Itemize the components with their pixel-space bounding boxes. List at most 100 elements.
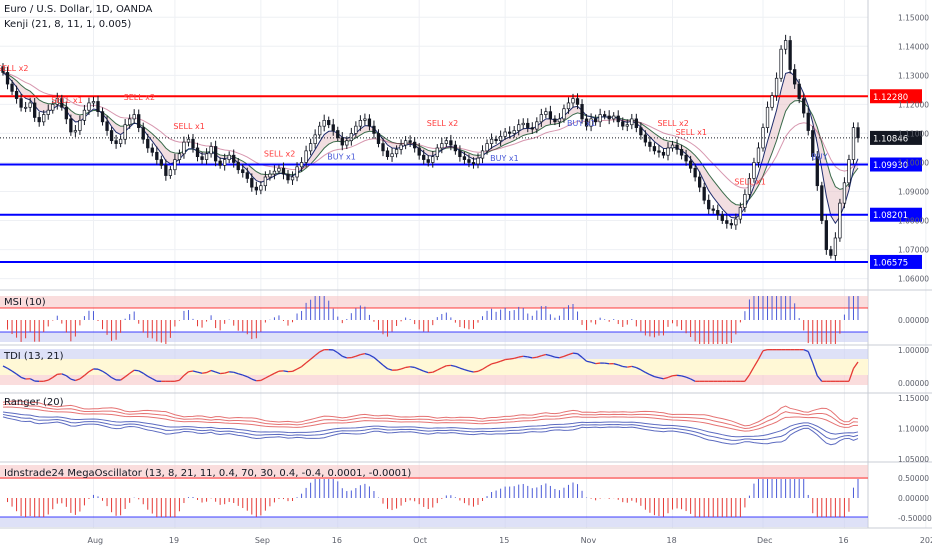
candle bbox=[494, 135, 498, 144]
candle bbox=[738, 202, 743, 224]
oscillator-axis-tick: -0.50000 bbox=[898, 514, 932, 523]
tdi-line-segment bbox=[690, 378, 696, 382]
candle-body bbox=[100, 111, 105, 123]
candle bbox=[661, 148, 666, 159]
tdi-line-segment bbox=[269, 372, 275, 377]
tdi-line-segment bbox=[676, 374, 682, 377]
candle-body bbox=[449, 140, 453, 146]
candle-body bbox=[28, 102, 32, 108]
tdi-line-segment bbox=[206, 369, 212, 374]
candle bbox=[765, 101, 770, 133]
candle bbox=[467, 154, 471, 168]
tdi-line-segment bbox=[518, 355, 524, 358]
base-ma-line bbox=[2, 71, 859, 189]
candle-body bbox=[96, 101, 100, 112]
time-axis-tick: Sep bbox=[255, 536, 270, 545]
tdi-line-segment bbox=[400, 366, 406, 370]
candle-body bbox=[584, 118, 589, 127]
candle-body bbox=[734, 218, 738, 226]
fast-ma-line bbox=[2, 71, 859, 225]
candle-body bbox=[164, 165, 168, 176]
candle-body bbox=[191, 138, 195, 149]
candle-body bbox=[661, 151, 666, 156]
candle bbox=[648, 136, 652, 152]
candle-body bbox=[485, 143, 489, 152]
time-axis-tick: Nov bbox=[581, 536, 597, 545]
tdi-line-segment bbox=[744, 374, 750, 382]
tdi-line-segment bbox=[816, 375, 823, 382]
level-price-tag bbox=[870, 89, 922, 104]
ranger-axis-tick: 1.15000 bbox=[898, 394, 929, 403]
candle bbox=[756, 142, 761, 168]
candle bbox=[272, 165, 277, 180]
candle bbox=[589, 113, 593, 132]
candle bbox=[639, 122, 643, 140]
candle-body bbox=[643, 134, 648, 143]
tdi-line-segment bbox=[342, 355, 348, 359]
tdi-line-segment bbox=[246, 376, 253, 380]
candle-body bbox=[806, 112, 810, 131]
candle-body bbox=[60, 98, 64, 108]
time-axis-tick: 15 bbox=[499, 536, 509, 545]
candle-body bbox=[702, 186, 706, 201]
candle-body bbox=[616, 115, 620, 123]
candle-body bbox=[489, 138, 494, 144]
candle-body bbox=[716, 210, 720, 216]
ranger-band-line bbox=[2, 413, 859, 441]
candle bbox=[146, 133, 150, 153]
candle bbox=[774, 72, 779, 101]
candle bbox=[847, 154, 851, 188]
tdi-line-segment bbox=[355, 354, 361, 357]
candle-body bbox=[756, 147, 761, 163]
candle bbox=[200, 151, 204, 164]
signal-label: SELL x2 bbox=[657, 119, 688, 128]
candle bbox=[372, 120, 376, 139]
candle bbox=[150, 143, 154, 157]
candle bbox=[5, 66, 10, 90]
ranger-title: Ranger (20) bbox=[4, 397, 64, 408]
candle-body bbox=[847, 159, 851, 184]
candle bbox=[394, 145, 399, 158]
candle bbox=[250, 173, 254, 192]
tdi-line-segment bbox=[812, 362, 818, 376]
candle bbox=[299, 157, 304, 172]
candle-body bbox=[304, 150, 308, 163]
candle-body bbox=[372, 125, 376, 134]
candle-body bbox=[652, 146, 657, 152]
candle-body bbox=[440, 143, 444, 149]
candle-body bbox=[634, 118, 638, 128]
candle bbox=[345, 136, 349, 149]
candle bbox=[797, 78, 801, 104]
candle bbox=[236, 158, 240, 174]
candle bbox=[571, 93, 575, 108]
candle bbox=[390, 147, 394, 162]
candle-body bbox=[774, 77, 779, 97]
tdi-line-segment bbox=[432, 369, 438, 373]
candle bbox=[498, 130, 503, 146]
tdi-line-segment bbox=[618, 364, 623, 368]
candle bbox=[517, 119, 521, 136]
candle-body bbox=[612, 115, 616, 120]
tdi-line-segment bbox=[378, 360, 384, 366]
candle bbox=[173, 153, 177, 175]
candle bbox=[562, 104, 566, 123]
candle-body bbox=[580, 104, 584, 120]
tdi-line-segment bbox=[667, 375, 673, 379]
ranger-band-line bbox=[2, 406, 859, 432]
candle-body bbox=[358, 120, 363, 127]
tdi-line-segment bbox=[410, 366, 415, 369]
tdi-line-segment bbox=[468, 370, 474, 373]
candle bbox=[182, 136, 186, 159]
tdi-line-segment bbox=[296, 366, 302, 370]
candle-body bbox=[698, 176, 702, 188]
tdi-line-segment bbox=[120, 376, 126, 381]
tdi-line-segment bbox=[215, 371, 221, 375]
ranger-band-line bbox=[2, 416, 859, 446]
candle-body bbox=[227, 154, 231, 160]
candle bbox=[82, 105, 87, 126]
tdi-line-segment bbox=[572, 352, 578, 355]
tdi-line-segment bbox=[88, 368, 94, 373]
candle-body bbox=[114, 140, 118, 144]
candle bbox=[811, 126, 815, 161]
